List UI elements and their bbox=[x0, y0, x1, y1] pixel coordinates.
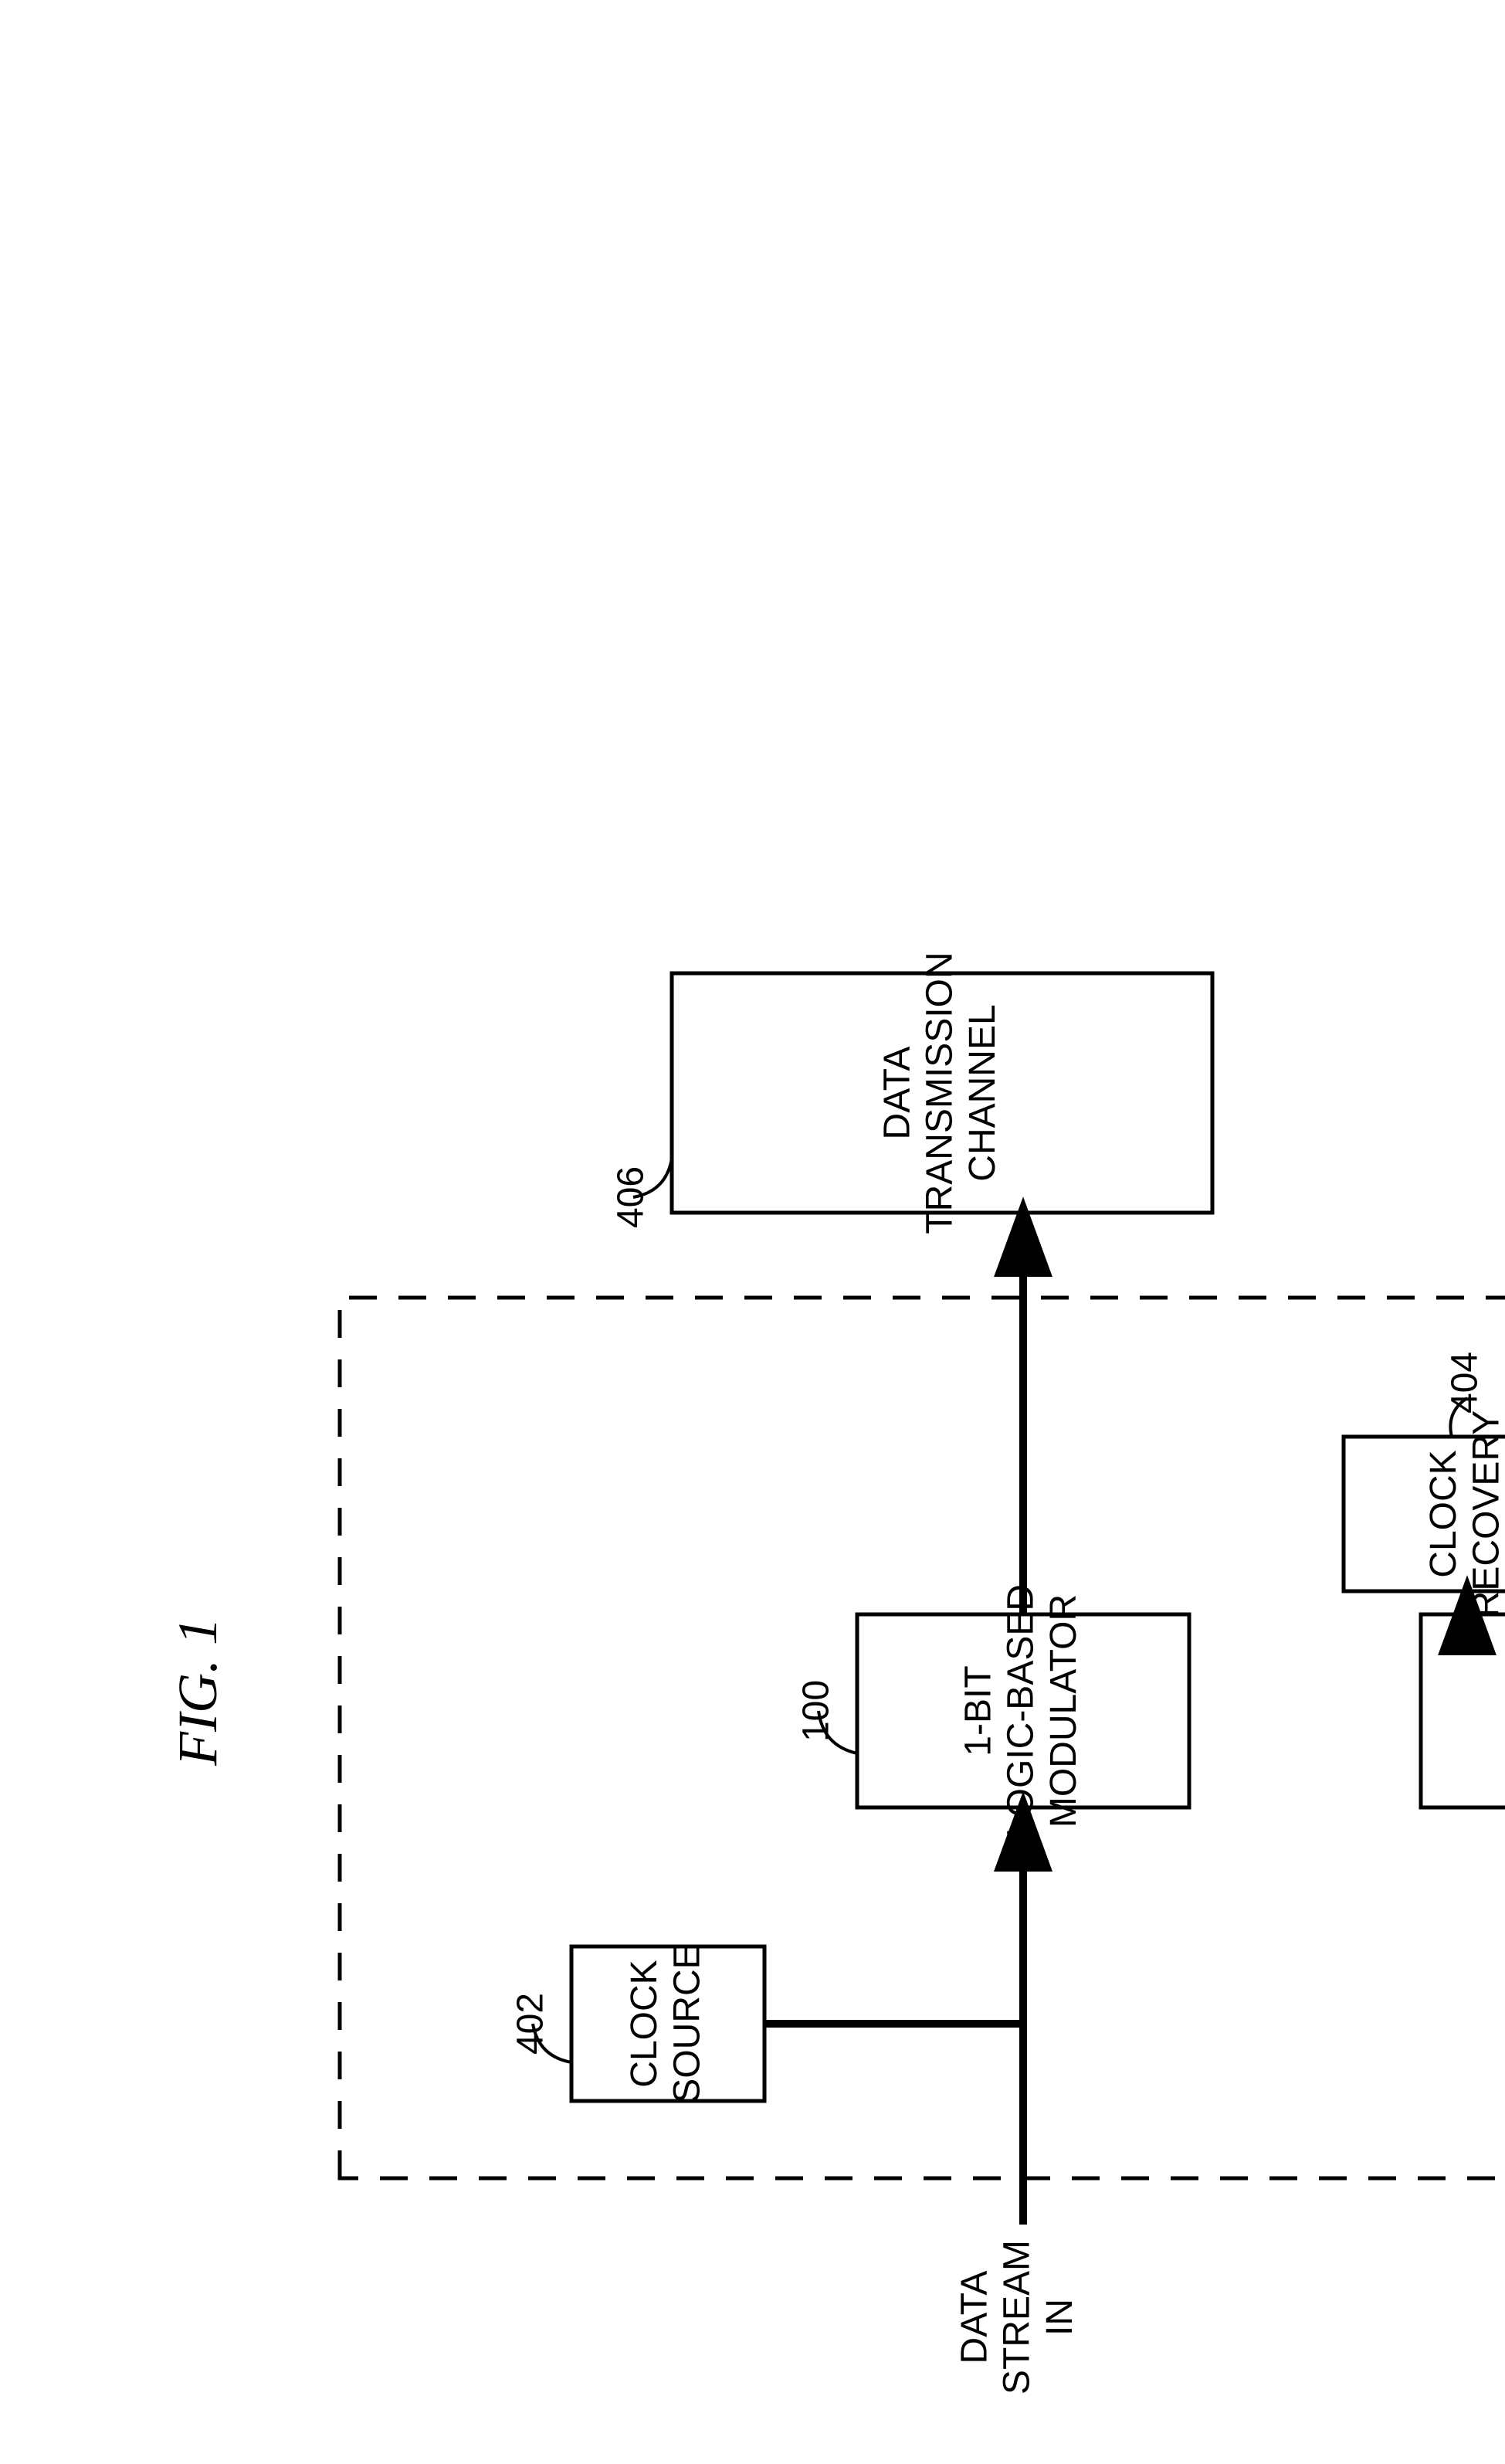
clock_recovery-label: CLOCK bbox=[1423, 1450, 1464, 1577]
modulator-label: 1-BIT bbox=[958, 1665, 998, 1756]
clock_recovery-label: RECOVERY bbox=[1466, 1410, 1505, 1618]
demodulator-block bbox=[1421, 1614, 1505, 1807]
clock_source-label: CLOCK bbox=[624, 1960, 665, 2087]
channel-label: TRANSMISSION bbox=[920, 952, 961, 1234]
data-stream-in-label: IN bbox=[1039, 2299, 1080, 2336]
arrow-clock-to-mod bbox=[764, 1807, 1023, 2024]
modulator-ref: 100 bbox=[796, 1680, 837, 1742]
data-stream-in-label: DATA bbox=[954, 2271, 995, 2364]
modulator-label: MODULATOR bbox=[1043, 1594, 1084, 1828]
clock_source-ref: 402 bbox=[510, 1993, 551, 2055]
data-stream-in-label: STREAM bbox=[997, 2240, 1038, 2394]
channel-label: DATA bbox=[876, 1047, 917, 1140]
channel-label: CHANNEL bbox=[962, 1004, 1003, 1181]
channel-ref: 406 bbox=[611, 1166, 652, 1228]
modulator-label: LOGIC-BASED bbox=[1001, 1584, 1042, 1838]
figure-title: FIG. 1 bbox=[167, 1617, 229, 1767]
clock_recovery-ref: 404 bbox=[1445, 1352, 1486, 1414]
clock_source-label: SOURCE bbox=[666, 1944, 707, 2103]
